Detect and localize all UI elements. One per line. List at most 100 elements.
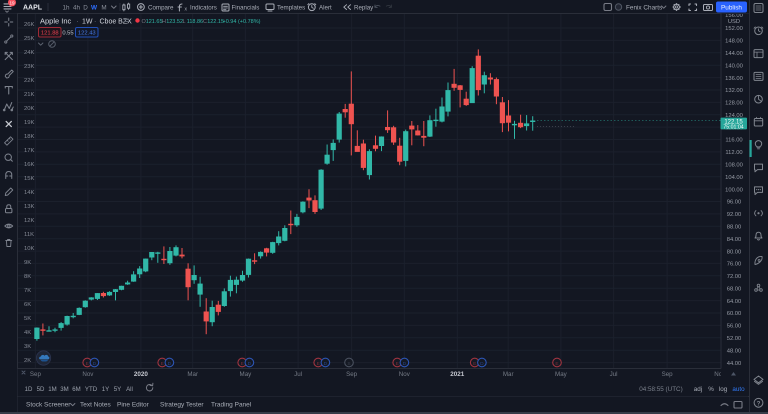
svg-text:D: D — [403, 361, 407, 367]
svg-text:64.00: 64.00 — [727, 299, 742, 305]
svg-text:D: D — [93, 361, 97, 367]
svg-text:All: All — [126, 386, 133, 393]
svg-text:D: D — [168, 361, 172, 367]
svg-text:92.00: 92.00 — [727, 212, 742, 218]
svg-text:Sep: Sep — [346, 371, 358, 378]
svg-text:Stock Screener: Stock Screener — [26, 402, 71, 409]
svg-text:Templates: Templates — [277, 4, 305, 11]
svg-text:3M: 3M — [60, 386, 68, 393]
svg-text:M: M — [101, 4, 106, 11]
svg-text:13K: 13K — [24, 204, 35, 210]
svg-text:112.00: 112.00 — [725, 150, 742, 156]
svg-text:E: E — [473, 361, 476, 367]
svg-text:L: L — [183, 19, 186, 25]
svg-text:5K: 5K — [24, 316, 31, 322]
svg-text:Publish: Publish — [721, 4, 742, 11]
svg-text:80.00: 80.00 — [727, 249, 742, 255]
svg-text:04:58:55 (UTC): 04:58:55 (UTC) — [639, 386, 682, 393]
svg-text:75:01:04: 75:01:04 — [723, 125, 743, 131]
svg-text:+0.94 (+0.78%): +0.94 (+0.78%) — [223, 19, 261, 25]
svg-text:48.00: 48.00 — [727, 348, 742, 354]
svg-text:52.00: 52.00 — [727, 336, 742, 342]
svg-text:23K: 23K — [24, 64, 35, 70]
svg-text:1M: 1M — [48, 386, 56, 393]
svg-text:0.55: 0.55 — [62, 30, 73, 36]
svg-text:Fenix Charts: Fenix Charts — [626, 4, 662, 11]
svg-text:121.65: 121.65 — [146, 19, 163, 25]
svg-text:D: D — [248, 361, 252, 367]
svg-text:Mar: Mar — [187, 371, 198, 378]
svg-text:4h: 4h — [73, 4, 81, 11]
svg-text:1W: 1W — [82, 19, 93, 26]
svg-text:140.00: 140.00 — [725, 63, 743, 69]
svg-text:6K: 6K — [24, 302, 31, 308]
svg-text:152.00: 152.00 — [725, 26, 743, 32]
svg-text:Pine Editor: Pine Editor — [117, 402, 150, 409]
svg-text:5D: 5D — [37, 386, 45, 393]
svg-text:4K: 4K — [24, 330, 31, 336]
svg-text:D: D — [480, 361, 484, 367]
svg-text:68.00: 68.00 — [727, 286, 742, 292]
svg-text:136.00: 136.00 — [725, 76, 743, 82]
svg-text:USD: USD — [728, 19, 740, 25]
svg-text:C: C — [203, 19, 207, 25]
svg-text:88.00: 88.00 — [727, 225, 742, 231]
svg-text:Sep: Sep — [30, 371, 42, 378]
svg-text:116.00: 116.00 — [725, 138, 742, 144]
svg-text:·: · — [77, 19, 79, 26]
svg-text:1Y: 1Y — [102, 386, 109, 393]
svg-text:Nov: Nov — [82, 371, 94, 378]
svg-text:S: S — [347, 361, 350, 367]
svg-text:Mar: Mar — [503, 371, 514, 378]
svg-text:123.52: 123.52 — [166, 19, 183, 25]
svg-text:76.00: 76.00 — [727, 262, 742, 268]
svg-text:20K: 20K — [24, 106, 35, 112]
svg-text:auto: auto — [732, 386, 745, 393]
svg-text:16K: 16K — [24, 162, 35, 168]
svg-text:10K: 10K — [24, 246, 35, 252]
svg-text:144.00: 144.00 — [725, 51, 743, 57]
svg-text:Strategy Tester: Strategy Tester — [160, 402, 204, 409]
svg-text:108.00: 108.00 — [725, 163, 743, 169]
svg-text:E: E — [161, 361, 164, 367]
svg-text:128.00: 128.00 — [725, 101, 743, 107]
svg-text:Indicators: Indicators — [190, 4, 217, 11]
svg-text:56.00: 56.00 — [727, 324, 742, 330]
svg-text:122.15: 122.15 — [724, 119, 743, 125]
svg-text:Nov: Nov — [714, 371, 726, 378]
svg-text:3K: 3K — [24, 344, 31, 350]
svg-text:84.00: 84.00 — [727, 237, 742, 243]
svg-text:Text Notes: Text Notes — [80, 402, 111, 409]
svg-text:121.88: 121.88 — [41, 30, 59, 36]
svg-text:104.00: 104.00 — [725, 175, 743, 181]
svg-text:124.00: 124.00 — [725, 113, 743, 119]
svg-text:21K: 21K — [24, 92, 35, 98]
svg-text:Sep: Sep — [662, 371, 674, 378]
svg-text:May: May — [240, 371, 253, 378]
svg-text:2K: 2K — [24, 358, 31, 364]
svg-text:24K: 24K — [24, 50, 35, 56]
svg-text:2021: 2021 — [450, 371, 465, 378]
svg-text:?: ? — [757, 401, 761, 408]
svg-text:19K: 19K — [24, 120, 35, 126]
svg-text:18K: 18K — [24, 134, 35, 140]
svg-text:adj: adj — [694, 386, 702, 393]
svg-text:May: May — [555, 371, 568, 378]
svg-text:Cboe BZX: Cboe BZX — [100, 19, 133, 26]
svg-text:9K: 9K — [24, 260, 31, 266]
svg-text:%: % — [708, 386, 714, 393]
svg-text:132.00: 132.00 — [725, 88, 743, 94]
svg-text:W: W — [91, 4, 98, 11]
svg-text:·: · — [94, 19, 96, 26]
svg-text:1h: 1h — [62, 4, 70, 11]
svg-text:22K: 22K — [24, 78, 35, 84]
svg-text:19: 19 — [9, 0, 15, 5]
svg-text:D: D — [83, 4, 88, 11]
svg-text:H: H — [162, 19, 166, 25]
svg-text:O: O — [142, 19, 147, 25]
svg-text:118.86: 118.86 — [187, 19, 203, 25]
svg-text:17K: 17K — [24, 148, 35, 154]
svg-text:E: E — [86, 361, 89, 367]
svg-text:5Y: 5Y — [114, 386, 121, 393]
svg-text:60.00: 60.00 — [727, 311, 742, 317]
